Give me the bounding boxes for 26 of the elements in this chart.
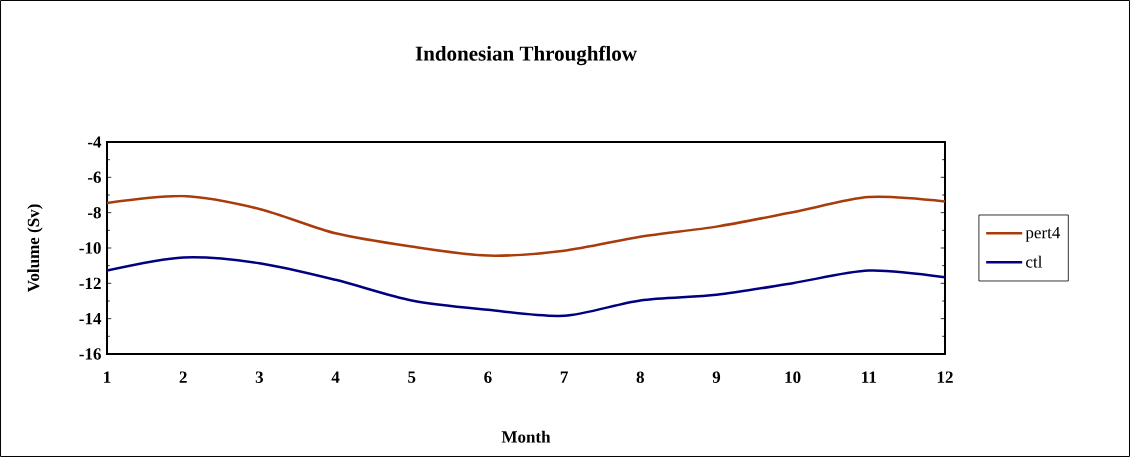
x-tick-label: 5 <box>408 371 416 383</box>
x-tick-label: 10 <box>785 371 801 383</box>
x-tick-label: 7 <box>560 371 568 383</box>
x-tick-label: 12 <box>937 371 953 383</box>
x-tick-label: 9 <box>712 371 721 383</box>
line-series <box>107 256 945 318</box>
y-tick-label: -14 <box>79 313 102 325</box>
line-series <box>107 194 945 257</box>
legend-label: ctl <box>1026 255 1043 268</box>
y-tick-label: -16 <box>79 348 101 360</box>
y-axis-title: Volume (Sv) <box>27 204 43 293</box>
x-tick-label: 2 <box>179 371 187 383</box>
x-tick-label: 8 <box>636 371 644 383</box>
x-tick-label: 1 <box>104 371 111 383</box>
y-tick-label: -10 <box>79 242 101 254</box>
y-tick-label: -4 <box>87 136 102 148</box>
x-tick-label: 3 <box>255 371 264 383</box>
y-tick-label: -6 <box>87 171 101 184</box>
x-tick-label: 6 <box>484 371 492 383</box>
legend-label: pert4 <box>1025 227 1061 242</box>
x-tick-label: 11 <box>862 371 876 383</box>
y-tick-label: -8 <box>87 206 101 219</box>
x-axis-title: Month <box>501 430 551 443</box>
y-tick-label: -12 <box>79 277 101 289</box>
chart-title: Indonesian Throughflow <box>415 45 637 66</box>
x-tick-label: 4 <box>331 371 340 383</box>
